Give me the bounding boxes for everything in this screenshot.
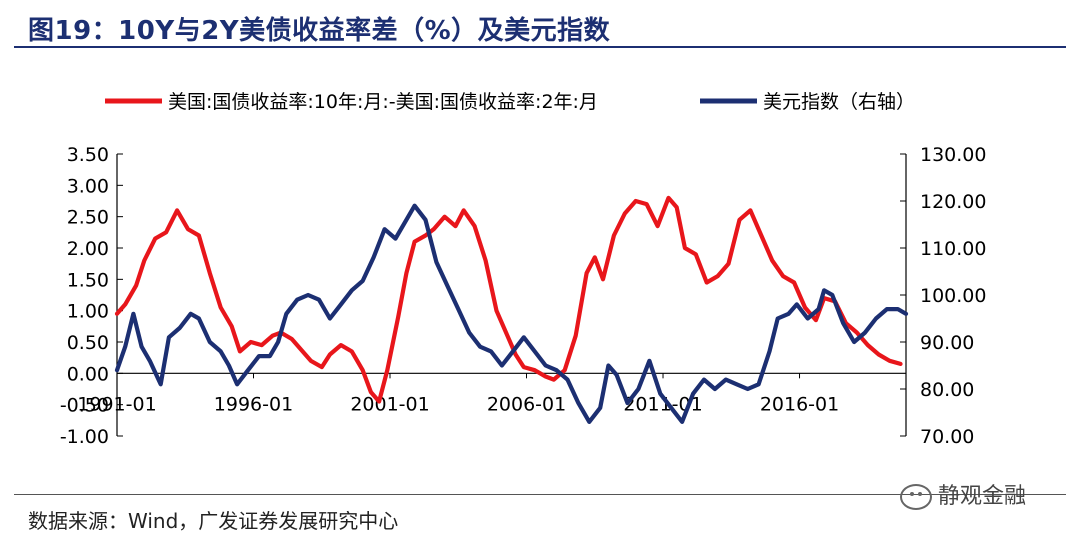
title-divider — [14, 46, 1066, 48]
series-line-dollar-index — [114, 203, 909, 424]
left-tick-label: 2.00 — [67, 238, 109, 260]
source-note: 数据来源：Wind，广发证券发展研究中心 — [28, 509, 399, 533]
left-tick-label: 0.00 — [67, 363, 109, 385]
legend: 美国:国债收益率:10年:月:-美国:国债收益率:2年:月 美元指数（右轴） — [105, 91, 915, 113]
left-tick-label: -1.00 — [60, 426, 109, 448]
right-tick-label: 80.00 — [920, 379, 974, 401]
plot-area — [114, 195, 909, 424]
x-tick-label: 2016-01 — [760, 393, 839, 415]
legend-label-dollar-index: 美元指数（右轴） — [763, 91, 915, 113]
right-tick-label: 100.00 — [920, 285, 986, 307]
right-tick-label: 70.00 — [920, 426, 974, 448]
source-divider — [14, 494, 1066, 495]
x-tick-label: 2011-01 — [623, 393, 702, 415]
left-tick-label: 3.50 — [67, 144, 109, 166]
left-tick-label: 0.50 — [67, 332, 109, 354]
left-tick-label: 2.50 — [67, 207, 109, 229]
x-tick-label: 1991-01 — [77, 393, 156, 415]
x-tick-label: 1996-01 — [214, 393, 293, 415]
left-tick-label: -0.50 — [60, 395, 109, 417]
x-tick-label: 2001-01 — [350, 393, 429, 415]
left-tick-label: 1.50 — [67, 269, 109, 291]
right-tick-label: 120.00 — [920, 191, 986, 213]
wechat-icon — [900, 484, 932, 510]
watermark-text: 静观金融 — [938, 484, 1027, 509]
series-line-spread — [114, 195, 903, 404]
x-tick-label: 2006-01 — [487, 393, 566, 415]
right-tick-label: 90.00 — [920, 332, 974, 354]
watermark: 静观金融 — [900, 478, 1026, 510]
left-tick-label: 3.00 — [67, 175, 109, 197]
left-tick-label: 1.00 — [67, 301, 109, 323]
legend-label-spread: 美国:国债收益率:10年:月:-美国:国债收益率:2年:月 — [168, 91, 598, 113]
axes: 3.50 3.00 2.50 2.00 1.50 1.00 0.50 0.00 -0.50 -1.… — [60, 144, 987, 448]
chart-title: 图19：10Y与2Y美债收益率差（%）及美元指数 — [28, 16, 611, 46]
right-tick-label: 110.00 — [920, 238, 986, 260]
right-tick-label: 130.00 — [920, 144, 986, 166]
